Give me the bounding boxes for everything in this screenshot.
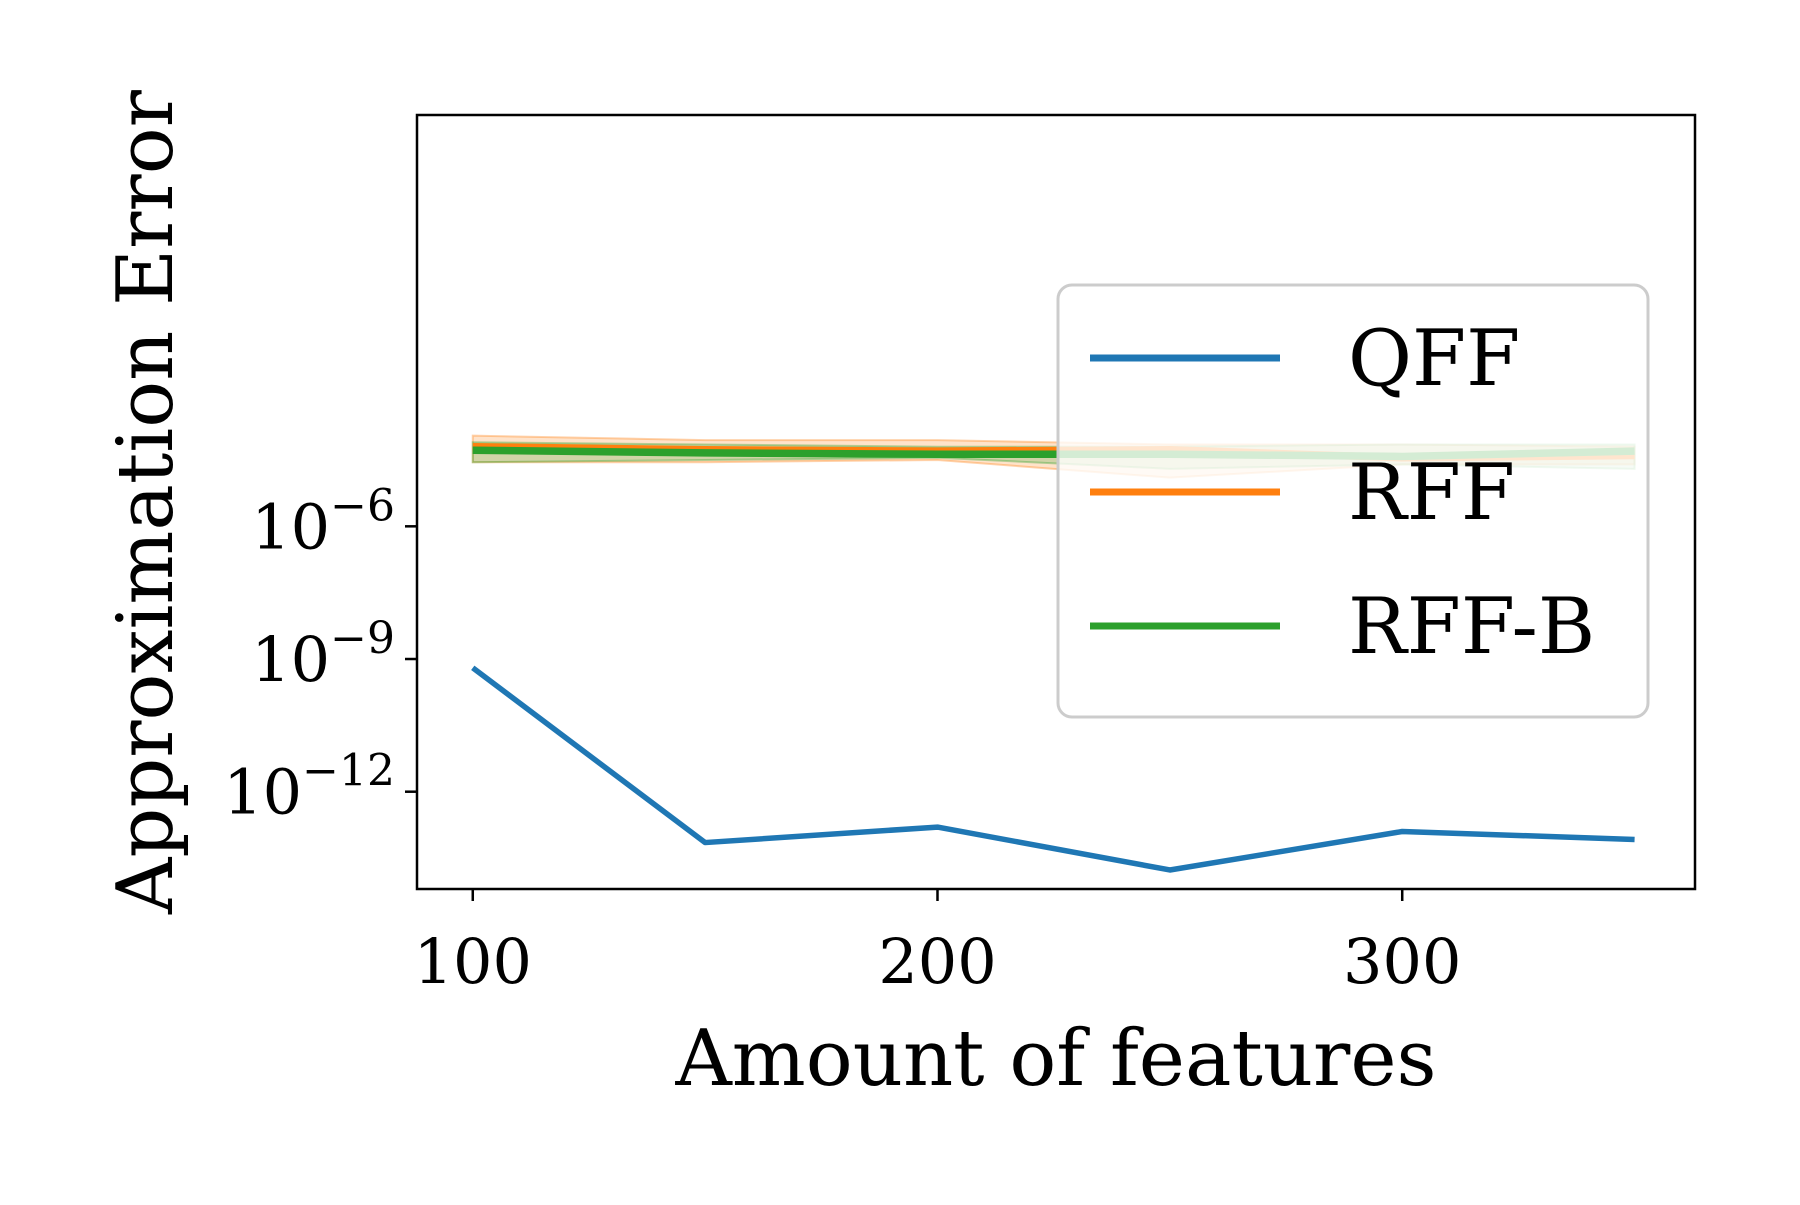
series-line-qff bbox=[471, 665, 1635, 873]
legend-label-rff-b: RFF-B bbox=[1348, 582, 1595, 672]
y-tick-label: 10−9 bbox=[251, 613, 395, 696]
y-tick-label: 10−12 bbox=[223, 746, 395, 829]
x-tick-label: 100 bbox=[414, 925, 532, 998]
y-axis-ticks: 10−6 10−9 10−12 bbox=[223, 480, 417, 829]
x-axis-label: Amount of features bbox=[674, 1014, 1436, 1104]
legend-label-rff: RFF bbox=[1348, 448, 1515, 538]
legend-label-qff: QFF bbox=[1348, 314, 1520, 404]
x-axis-ticks: 100 200 300 bbox=[414, 889, 1461, 998]
legend: QFF RFF RFF-B bbox=[1056, 283, 1650, 719]
y-tick-label: 10−6 bbox=[251, 480, 395, 563]
plot-frame bbox=[415, 113, 1697, 891]
legend-box bbox=[1056, 283, 1650, 719]
x-tick-label: 300 bbox=[1343, 925, 1461, 998]
y-axis-label: Approximation Error bbox=[101, 89, 191, 915]
x-tick-label: 200 bbox=[878, 925, 996, 998]
